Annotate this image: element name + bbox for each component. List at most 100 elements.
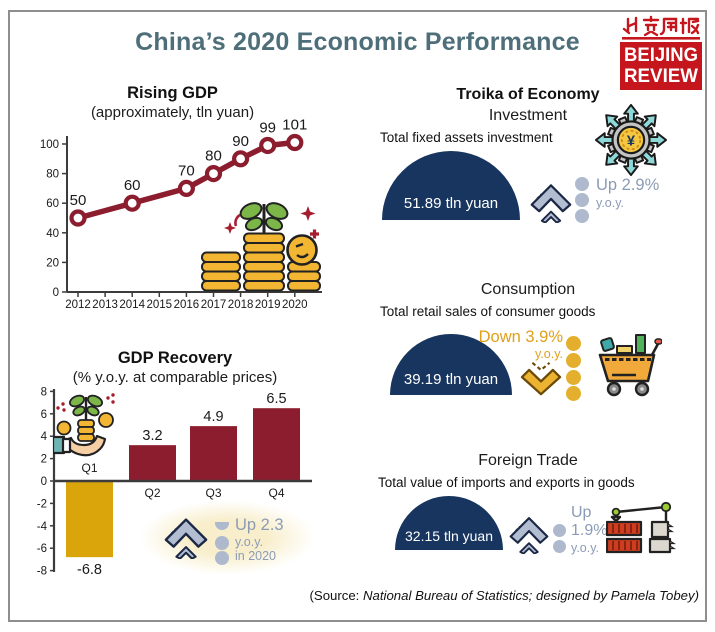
recovery-note-line2: y.o.y. — [235, 535, 264, 549]
svg-text:2012: 2012 — [65, 299, 91, 311]
gear-yuan-arrows-icon: ¥ — [594, 103, 668, 177]
logo-name-line2: REVIEW — [624, 66, 698, 87]
foreign-trade-change-pct: 1.9% — [571, 522, 608, 539]
svg-text:2016: 2016 — [174, 299, 200, 311]
source-prefix: (Source: — [309, 588, 364, 603]
foreign-trade-change-sub: y.o.y. — [571, 541, 600, 555]
investment-change-sub: y.o.y. — [596, 196, 625, 210]
svg-text:2015: 2015 — [147, 299, 173, 311]
up-chevron-icon — [527, 181, 575, 223]
bullet-dot-icon — [575, 177, 589, 191]
consumption-change-sub: y.o.y. — [534, 347, 563, 361]
source-text: National Bureau of Statistics; designed … — [363, 588, 699, 603]
page-title: China’s 2020 Economic Performance — [135, 28, 580, 56]
svg-text:Q1: Q1 — [81, 461, 97, 475]
up-chevron-icon — [506, 514, 552, 554]
recovery-note-line1: Up 2.3 — [235, 516, 284, 534]
svg-text:0: 0 — [41, 476, 47, 488]
svg-text:6: 6 — [41, 409, 47, 421]
svg-text:2019: 2019 — [255, 299, 281, 311]
svg-text:2020: 2020 — [282, 299, 308, 311]
bullet-dot-icon — [215, 551, 229, 565]
svg-text:50: 50 — [70, 192, 87, 209]
svg-text:-6: -6 — [37, 543, 47, 555]
bullet-dot-icon — [575, 193, 589, 207]
bullet-dot-icon — [215, 536, 229, 550]
rising-gdp-line-chart: 100 80 60 40 20 0 2012 2013 2014 2015 2016 2017 2018… — [40, 118, 322, 311]
svg-text:90: 90 — [232, 133, 249, 150]
svg-text:40: 40 — [46, 228, 59, 240]
bullet-dot-icon — [553, 524, 566, 537]
beijing-review-logo: BEIJING REVIEW — [620, 15, 702, 90]
svg-text:2014: 2014 — [119, 299, 145, 311]
section-desc-consumption: Total retail sales of consumer goods — [380, 304, 596, 319]
svg-text:80: 80 — [205, 148, 222, 165]
svg-text:6.5: 6.5 — [266, 391, 286, 407]
investment-change: Up 2.9% — [596, 176, 660, 194]
hand-coins-plant-icon — [53, 393, 115, 457]
crane-containers-icon — [606, 501, 677, 554]
troika-heading: Troika of Economy — [456, 86, 600, 103]
bullet-dot-icon — [566, 386, 581, 401]
logo-underline — [622, 37, 700, 40]
svg-text:60: 60 — [46, 198, 59, 210]
svg-text:Q4: Q4 — [268, 486, 284, 500]
section-desc-investment: Total fixed assets investment — [380, 130, 553, 145]
foreign-trade-change: Up — [571, 504, 592, 521]
foreign-trade-dome: 32.15 tln yuan — [395, 496, 503, 550]
rising-gdp-chart-subtitle: (approximately, tln yuan) — [90, 104, 255, 121]
bullet-dot-icon — [566, 370, 581, 385]
svg-text:4: 4 — [41, 431, 48, 443]
svg-text:101: 101 — [282, 118, 307, 134]
section-title-foreign-trade: Foreign Trade — [478, 452, 578, 469]
up-chevron-icon — [163, 515, 209, 559]
section-title-consumption: Consumption — [480, 281, 576, 298]
svg-text:99: 99 — [259, 119, 276, 136]
investment-value: 51.89 tln yuan — [403, 195, 499, 212]
gdp-recovery-chart-subtitle: (% y.o.y. at comparable prices) — [72, 369, 278, 386]
consumption-change: Down 3.9% — [478, 328, 563, 346]
bullet-dot-icon — [553, 540, 566, 553]
source-note: (Source: National Bureau of Statistics; … — [310, 588, 700, 603]
consumption-value: 39.19 tln yuan — [403, 371, 499, 388]
svg-text:¥: ¥ — [627, 133, 636, 149]
bullet-half-dot-icon — [215, 522, 229, 530]
down-chevron-icon — [517, 360, 565, 398]
svg-text:8: 8 — [41, 386, 47, 398]
svg-text:20: 20 — [46, 257, 59, 269]
svg-text:-4: -4 — [37, 521, 48, 533]
svg-text:80: 80 — [46, 169, 59, 181]
frame-border — [8, 10, 707, 622]
svg-text:2: 2 — [41, 454, 47, 466]
coins-plant-icon — [201, 202, 321, 292]
section-title-investment: Investment — [488, 107, 568, 124]
svg-text:0: 0 — [53, 287, 59, 299]
logo-chinese-masthead-icon — [622, 15, 700, 37]
bullet-dot-icon — [575, 209, 589, 223]
svg-text:100: 100 — [40, 139, 59, 151]
shopping-cart-icon — [598, 334, 662, 397]
svg-text:2013: 2013 — [92, 299, 118, 311]
svg-text:2017: 2017 — [201, 299, 227, 311]
bullet-dot-icon — [566, 353, 581, 368]
svg-text:70: 70 — [178, 162, 195, 179]
rising-gdp-chart-title: Rising GDP — [127, 84, 218, 102]
svg-text:-8: -8 — [37, 566, 47, 578]
svg-text:-2: -2 — [37, 498, 47, 510]
logo-red-block — [620, 42, 702, 90]
svg-text:4.9: 4.9 — [203, 409, 223, 425]
recovery-note-line3: in 2020 — [235, 549, 277, 563]
bullet-dot-icon — [566, 336, 581, 351]
svg-text:-6.8: -6.8 — [77, 562, 102, 578]
svg-text:Q3: Q3 — [205, 486, 221, 500]
svg-text:3.2: 3.2 — [142, 428, 162, 444]
foreign-trade-value: 32.15 tln yuan — [405, 528, 493, 544]
logo-name-line1: BEIJING — [624, 45, 698, 66]
section-desc-foreign-trade: Total value of imports and exports in go… — [378, 475, 635, 490]
gdp-recovery-bar-chart: 8 6 4 2 0 -2 -4 -6 -8 -6.8 Q1 3.2 Q2 4.9 Q3 6.5 Q4 — [37, 386, 312, 578]
svg-text:60: 60 — [124, 177, 141, 194]
gdp-recovery-chart-title: GDP Recovery — [117, 349, 233, 367]
svg-text:2018: 2018 — [228, 299, 254, 311]
svg-text:Q2: Q2 — [144, 486, 160, 500]
